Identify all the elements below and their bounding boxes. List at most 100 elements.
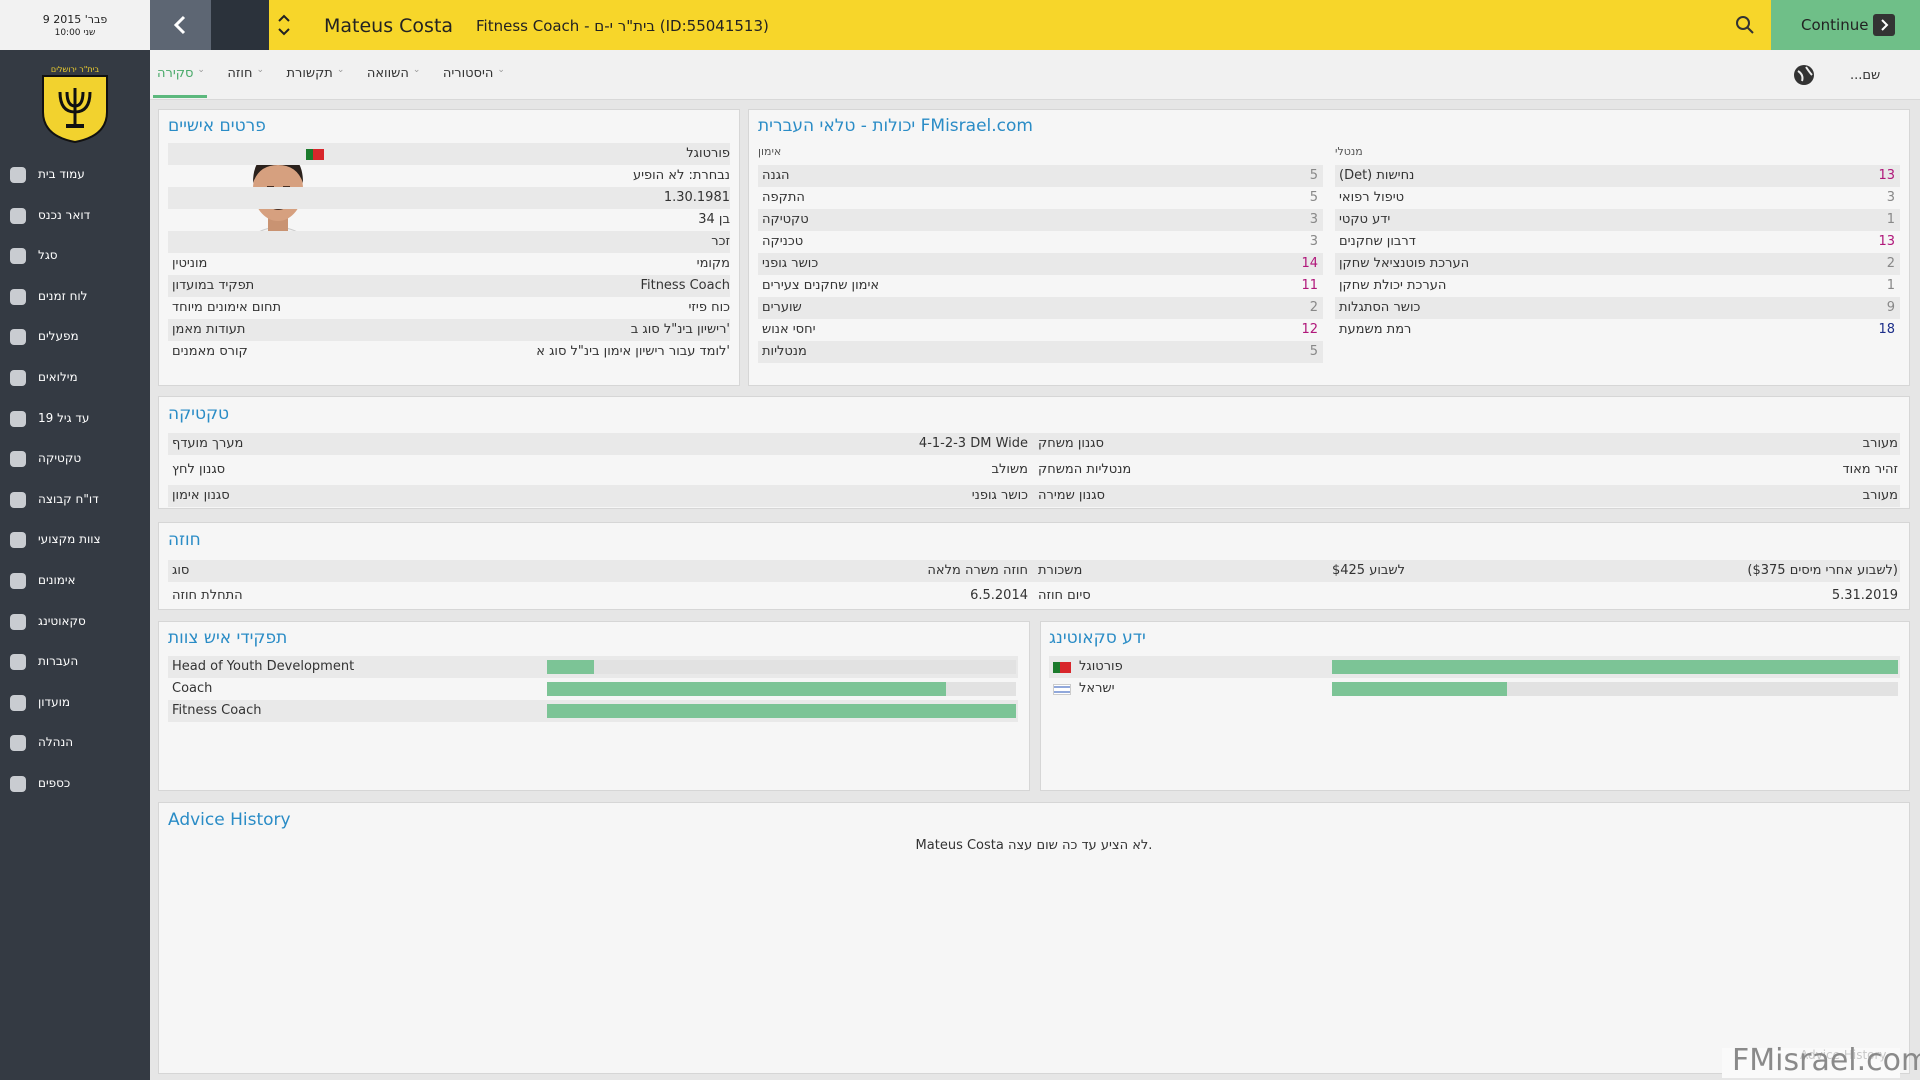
nav-label: אימונים — [38, 573, 76, 587]
updown-icon[interactable] — [277, 12, 291, 38]
detail-value: רישיון בינ"ל סוג ב' — [630, 322, 730, 337]
attr-value: 3 — [1309, 212, 1318, 227]
attr-label: ידע טקטי — [1339, 212, 1391, 227]
row-band — [168, 187, 730, 209]
tab-chevron: ⌄ — [197, 65, 205, 75]
club-name: בית"ר ירושלים — [51, 65, 100, 74]
nav-label: מועדון — [38, 694, 71, 709]
search-label[interactable]: ...שם — [1850, 68, 1881, 83]
group-header: מנטלי — [1335, 145, 1363, 158]
field-label: סגנון אימון — [172, 488, 230, 503]
nav-label: הנהלה — [38, 735, 74, 750]
attr-value: 1 — [1886, 278, 1895, 293]
nav-icon — [10, 248, 26, 265]
watermark-box — [1722, 1048, 1900, 1078]
nav-icon — [10, 491, 26, 508]
attr-value: 1 — [1886, 212, 1895, 227]
watermark: FMisrael.com — [1732, 1043, 1920, 1078]
back-button[interactable] — [150, 0, 211, 50]
tab-chevron: ⌄ — [497, 65, 505, 75]
nav-icon — [10, 370, 26, 386]
row-band — [1335, 297, 1900, 319]
field-label: משכורת — [1038, 563, 1083, 578]
field-value: זהיר מאוד — [1842, 462, 1898, 477]
nav-label: דואר נכנס — [38, 207, 91, 222]
nav-icon — [10, 167, 26, 183]
bar-label: ישראל — [1079, 681, 1115, 696]
nav-label: מפעלים — [38, 329, 79, 344]
attr-label: טקטיקה — [762, 212, 809, 227]
detail-value: לומד עבור רישיון אימון בינ"ל סוג א' — [536, 344, 730, 359]
row-band — [168, 275, 730, 297]
field-label: התחלת חוזה — [172, 588, 243, 603]
continue-button[interactable]: Continue — [1771, 0, 1920, 50]
scouting-panel — [1040, 621, 1910, 791]
field-value: מעורב — [1862, 436, 1898, 451]
advice-link[interactable]: Advice History — [1800, 1048, 1887, 1062]
row-band — [758, 209, 1323, 231]
row-band — [168, 560, 1900, 582]
attr-value: 18 — [1878, 322, 1895, 337]
attr-label: כושר גופני — [762, 256, 819, 271]
bar-track — [547, 660, 1016, 674]
nav-icon — [10, 573, 26, 589]
nav-label: סקאוטינג — [38, 613, 86, 628]
attr-value: 5 — [1309, 190, 1318, 205]
tab[interactable]: סקירה — [157, 66, 194, 81]
tab-chevron: ⌄ — [256, 65, 264, 75]
detail-label: מוניטין — [172, 256, 208, 271]
time: 10:00 שני — [54, 28, 96, 38]
globe-icon[interactable] — [1792, 63, 1816, 87]
flag — [306, 149, 324, 160]
nav-label: סגל — [38, 248, 58, 263]
dark-strip — [211, 0, 269, 50]
panel-title: פרטים אישיים — [168, 116, 266, 136]
attr-label: שוערים — [762, 300, 802, 315]
nav-label: טקטיקה — [38, 451, 82, 466]
nav-icon — [10, 410, 26, 427]
info-value: זכר — [711, 234, 730, 249]
nav-label: מילואים — [38, 370, 78, 384]
tab[interactable]: חוזה — [227, 66, 253, 81]
attr-value: 5 — [1309, 168, 1318, 183]
nav-label: עד גיל 19 — [38, 410, 90, 425]
nav-icon — [10, 694, 26, 711]
bar — [547, 704, 1016, 718]
date: 9 פבר' 2015 — [42, 13, 108, 26]
bar-label: Coach — [172, 681, 213, 696]
field-label: מנטליות המשחק — [1038, 462, 1132, 477]
advice-text: Mateus Costa לא הציע עד כה שום עצה. — [915, 838, 1153, 853]
row-band — [758, 165, 1323, 187]
attr-label: יחסי אנוש — [762, 322, 816, 337]
bar — [547, 660, 594, 674]
search-icon[interactable] — [1735, 15, 1755, 35]
panel-title: יכולות - טלאי העברית FMisrael.com — [758, 116, 1033, 136]
attr-value: 13 — [1878, 168, 1895, 183]
detail-label: קורס מאמנים — [172, 344, 248, 359]
attr-label: הערכת פוטנציאל שחקן — [1339, 256, 1470, 271]
attr-label: הגנה — [762, 168, 790, 183]
detail-label: תחום אימונים מיוחד — [172, 300, 282, 315]
attr-label: הערכת יכולת שחקן — [1339, 278, 1447, 293]
attr-label: טיפול רפואי — [1339, 190, 1405, 205]
field-value: חוזה משרה מלאה — [927, 563, 1028, 578]
attr-value: 12 — [1301, 322, 1318, 337]
row-band — [1335, 209, 1900, 231]
nav-icon — [10, 451, 26, 468]
tab[interactable]: תקשורת — [286, 66, 333, 81]
field-label: מערך מועדף — [172, 436, 244, 451]
tab[interactable]: היסטוריה — [442, 66, 494, 81]
continue-icon — [1873, 14, 1895, 36]
attr-label: (Det) נחישות — [1339, 168, 1415, 183]
attr-value: 3 — [1309, 234, 1318, 249]
attr-value: 9 — [1886, 300, 1895, 315]
attr-value: 2 — [1309, 300, 1318, 315]
group-header: אימון — [758, 145, 782, 158]
attr-value: 2 — [1886, 256, 1895, 271]
continue-label: Continue — [1801, 16, 1869, 34]
field-note: ($375 לשבוע אחרי מיסים) — [1747, 563, 1898, 578]
panel-title: חוזה — [168, 530, 201, 550]
flag — [1053, 662, 1071, 673]
tab[interactable]: השוואה — [366, 66, 409, 81]
detail-label: תעודות מאמן — [172, 322, 246, 337]
